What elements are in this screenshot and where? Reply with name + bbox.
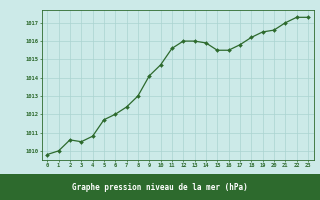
- Text: Graphe pression niveau de la mer (hPa): Graphe pression niveau de la mer (hPa): [72, 182, 248, 192]
